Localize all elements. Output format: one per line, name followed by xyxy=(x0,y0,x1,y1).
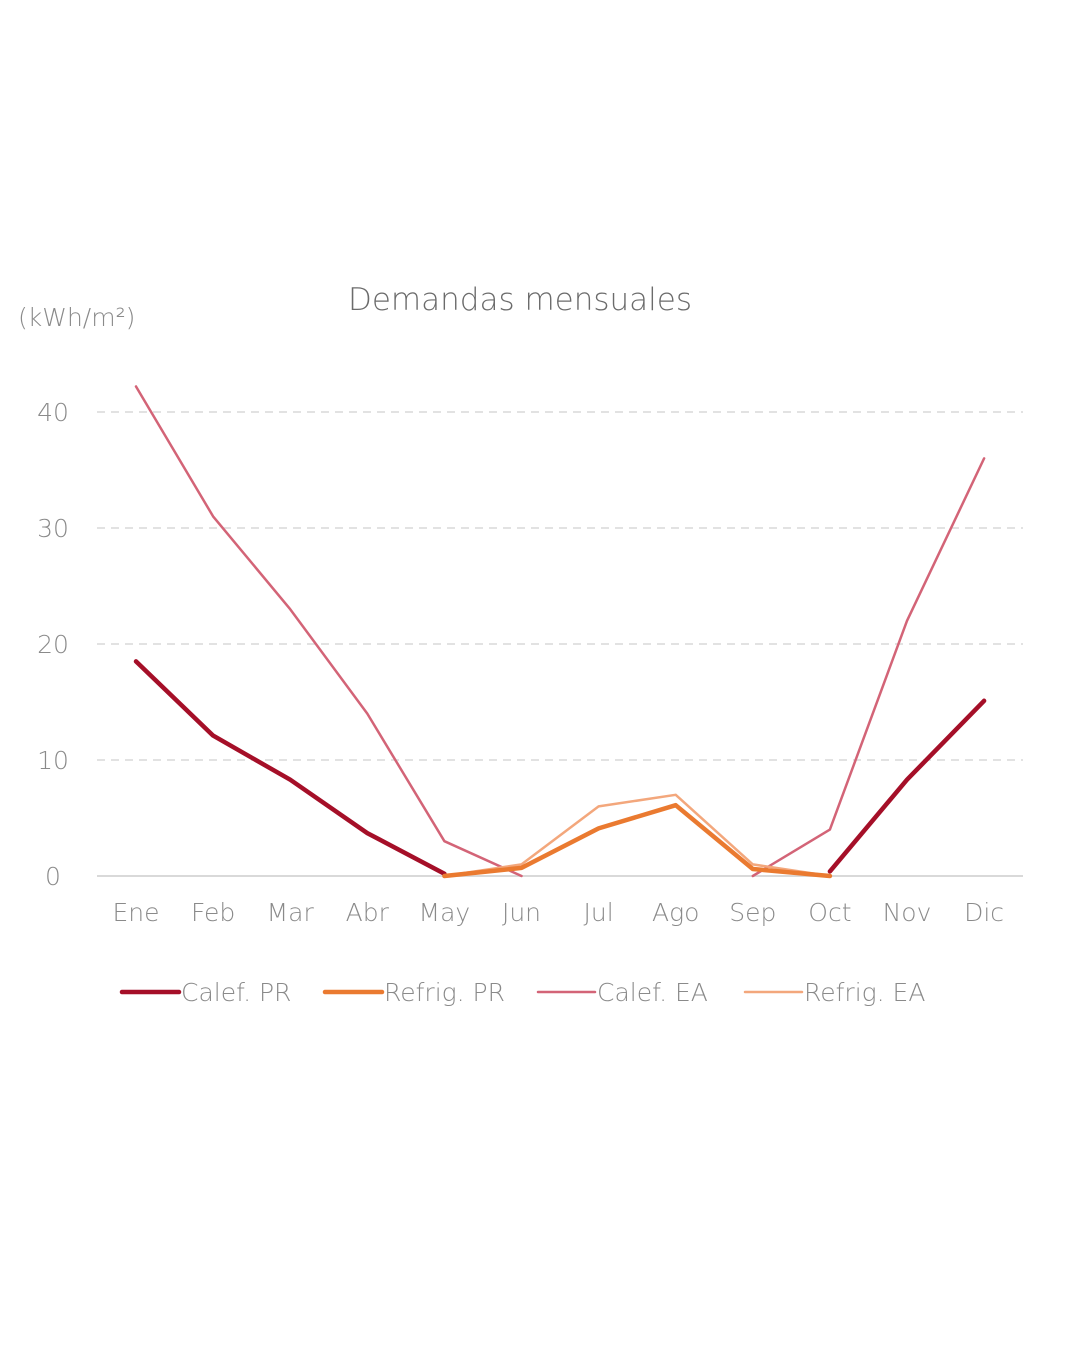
series-0 xyxy=(133,659,987,876)
x-tick-label: Oct xyxy=(808,898,851,927)
x-tick-label: Jun xyxy=(502,898,541,927)
x-tick-label: Dic xyxy=(964,898,1004,927)
y-tick-label: 20 xyxy=(37,630,69,659)
chart-title: Demandas mensuales xyxy=(348,282,692,318)
y-tick-label: 10 xyxy=(37,746,69,775)
y-axis-unit-label: (kWh/m²) xyxy=(18,303,135,332)
series-line-segment xyxy=(751,457,986,878)
x-axis-ticks: Ene Feb Mar Abr May Jun Jul Ago Sep Oct Nov Dic xyxy=(112,898,1004,927)
x-tick-label: Ago xyxy=(652,898,699,927)
series-3 xyxy=(443,793,832,878)
y-tick-label: 0 xyxy=(45,862,61,891)
series-lines xyxy=(133,385,987,879)
y-tick-label: 30 xyxy=(37,514,69,543)
x-tick-label: Abr xyxy=(346,898,390,927)
series-line-segment xyxy=(827,698,987,874)
x-tick-label: Feb xyxy=(191,898,235,927)
legend: Calef. PR Refrig. PR Calef. EA Refrig. EA xyxy=(119,978,925,1007)
series-line-segment xyxy=(443,793,832,878)
legend-label: Refrig. PR xyxy=(384,978,505,1007)
x-tick-label: Nov xyxy=(883,898,932,927)
x-tick-label: Mar xyxy=(267,898,315,927)
x-tick-label: Sep xyxy=(729,898,776,927)
series-1 xyxy=(442,802,833,879)
legend-label: Refrig. EA xyxy=(804,978,925,1007)
series-2 xyxy=(134,385,986,878)
series-line-segment xyxy=(134,385,523,878)
legend-label: Calef. EA xyxy=(597,978,708,1007)
x-tick-label: May xyxy=(419,898,471,927)
grid-lines xyxy=(97,411,1023,761)
series-line-segment xyxy=(442,802,833,879)
x-tick-label: Jul xyxy=(584,898,614,927)
x-tick-label: Ene xyxy=(112,898,159,927)
legend-label: Calef. PR xyxy=(181,978,291,1007)
y-axis-ticks: 0 10 20 30 40 xyxy=(37,398,69,891)
series-line-segment xyxy=(133,659,447,876)
y-tick-label: 40 xyxy=(37,398,69,427)
